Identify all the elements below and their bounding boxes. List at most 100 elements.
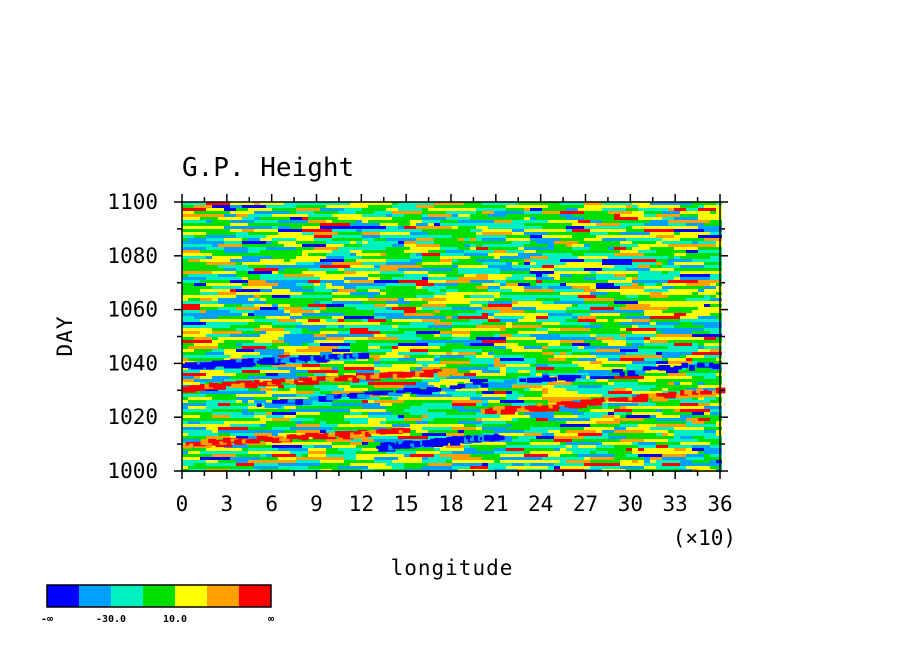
heatmap-cell [644, 241, 656, 244]
heatmap-cell [566, 229, 572, 232]
heatmap-cell [500, 370, 506, 373]
heatmap-cell [440, 391, 446, 394]
low-anomaly-streak [472, 381, 483, 385]
heatmap-cell [572, 253, 584, 256]
heatmap-cell [416, 244, 440, 247]
heatmap-cell [572, 313, 590, 316]
heatmap-cell [320, 388, 344, 391]
heatmap-cell [638, 448, 644, 451]
heatmap-cell [680, 436, 692, 439]
heatmap-cell [278, 397, 296, 400]
heatmap-cell [548, 343, 554, 346]
heatmap-cell [524, 433, 542, 436]
heatmap-cell [626, 334, 656, 337]
heatmap-cell [536, 283, 560, 286]
heatmap-cell [368, 400, 374, 403]
heatmap-cell [212, 325, 230, 328]
heatmap-cell [350, 349, 368, 352]
y-tick-label: 1000 [107, 459, 158, 483]
heatmap-cell [290, 259, 320, 262]
heatmap-cell [560, 283, 566, 286]
heatmap-cell [362, 400, 368, 403]
heatmap-cell [578, 454, 602, 457]
heatmap-cell [416, 346, 434, 349]
low-anomaly-streak [526, 377, 542, 383]
y-axis-label: DAY [53, 316, 77, 357]
heatmap-cell [326, 334, 350, 337]
heatmap-cell [218, 346, 242, 349]
heatmap-cell [524, 358, 536, 361]
heatmap-cell [680, 337, 704, 340]
heatmap-cell [644, 466, 656, 469]
heatmap-cell [602, 268, 626, 271]
heatmap-cell [440, 448, 464, 451]
heatmap-cell [338, 319, 344, 322]
heatmap-cell [290, 217, 302, 220]
heatmap-cell [620, 298, 638, 301]
heatmap-cell [614, 457, 644, 460]
heatmap-cell [398, 352, 428, 355]
heatmap-cell [242, 412, 254, 415]
heatmap-cell [380, 271, 404, 274]
heatmap-cell [242, 229, 254, 232]
heatmap-cell [614, 412, 626, 415]
low-anomaly-streak [232, 360, 238, 365]
heatmap-cell [584, 265, 614, 268]
heatmap-cell [674, 286, 704, 289]
low-anomaly-streak [333, 395, 342, 399]
heatmap-cell [422, 304, 446, 307]
heatmap-cell [266, 391, 278, 394]
heatmap-cell [686, 253, 704, 256]
heatmap-cell [332, 406, 362, 409]
heatmap-cell [554, 415, 578, 418]
heatmap-cell [182, 244, 212, 247]
heatmap-cell [686, 454, 704, 457]
high-anomaly-streak [249, 438, 256, 444]
heatmap-cell [392, 205, 416, 208]
heatmap-cell [188, 400, 206, 403]
high-anomaly-streak [252, 439, 259, 444]
heatmap-cell [542, 388, 548, 391]
heatmap-cell [308, 448, 326, 451]
heatmap-cell [350, 439, 362, 442]
heatmap-cell [584, 301, 614, 304]
heatmap-cell [182, 436, 206, 439]
heatmap-cell [452, 238, 458, 241]
heatmap-cell [590, 382, 608, 385]
heatmap-cell [254, 202, 260, 205]
heatmap-cell [428, 325, 452, 328]
heatmap-cell [278, 268, 284, 271]
heatmap-cell [596, 283, 614, 286]
heatmap-cell [362, 238, 374, 241]
high-anomaly-streak [433, 368, 441, 373]
heatmap-cell [584, 298, 614, 301]
heatmap-cell [686, 457, 704, 460]
heatmap-cell [230, 205, 242, 208]
high-anomaly-streak [335, 430, 351, 437]
heatmap-cell [632, 388, 644, 391]
heatmap-cell [296, 205, 326, 208]
heatmap-cell [464, 238, 470, 241]
heatmap-cell [356, 379, 374, 382]
heatmap-cell [458, 271, 470, 274]
heatmap-cell [302, 403, 332, 406]
heatmap-cell [248, 337, 278, 340]
heatmap-cell [698, 463, 722, 466]
heatmap-cell [698, 361, 722, 364]
heatmap-cell [644, 418, 656, 421]
heatmap-cell [590, 418, 614, 421]
heatmap-cell [662, 358, 668, 361]
heatmap-cell [392, 424, 410, 427]
heatmap-cell [212, 409, 242, 412]
high-anomaly-streak [204, 442, 210, 446]
heatmap-cell [182, 289, 200, 292]
heatmap-cell [560, 274, 572, 277]
high-anomaly-streak [325, 376, 334, 381]
high-anomaly-streak [294, 379, 299, 384]
heatmap-cell [458, 220, 464, 223]
heatmap-cell [440, 352, 446, 355]
heatmap-cell [650, 265, 656, 268]
heatmap-cell [488, 400, 500, 403]
heatmap-cell [230, 325, 260, 328]
heatmap-cell [506, 328, 536, 331]
